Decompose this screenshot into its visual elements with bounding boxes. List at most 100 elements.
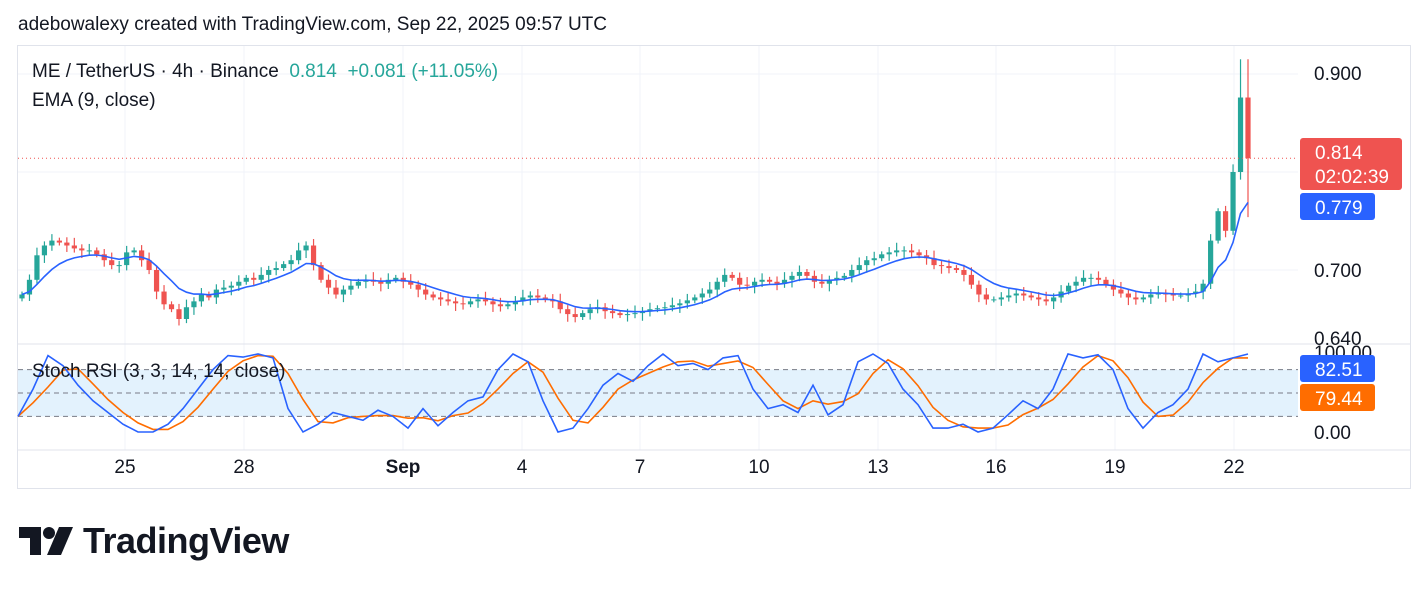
candle-body (527, 295, 533, 298)
candle-body (1170, 294, 1176, 296)
ema-legend[interactable]: EMA (9, close) (32, 90, 156, 111)
candle-body (71, 245, 77, 249)
candle-body (1006, 295, 1012, 298)
candle-body (1200, 283, 1206, 292)
candle-body (938, 265, 945, 267)
candle-body (699, 293, 705, 298)
candle-body (378, 281, 384, 284)
candle-body (1237, 97, 1244, 172)
candle-body (273, 268, 279, 270)
candle-body (826, 279, 832, 284)
candle-body (423, 289, 429, 295)
time-tick-label: 22 (1223, 457, 1244, 478)
time-tick-label: 13 (867, 457, 888, 478)
candle-body (714, 281, 720, 290)
candle-body (849, 270, 855, 276)
time-tick-label: Sep (386, 457, 421, 478)
symbol-name: ME / TetherUS · 4h · Binance (32, 61, 279, 82)
candle-body (707, 289, 713, 294)
candle-body (1095, 277, 1102, 280)
candle-body (759, 279, 765, 282)
stoch-rsi-legend[interactable]: Stoch RSI (3, 3, 14, 14, close) (32, 361, 286, 382)
candle-body (901, 250, 907, 252)
time-tick-label: 28 (233, 457, 254, 478)
candle-body (789, 275, 795, 280)
candle-body (722, 274, 728, 282)
candle-body (856, 265, 862, 270)
candle-body (146, 260, 152, 270)
chart-frame[interactable] (17, 45, 1411, 489)
candle-body (452, 301, 459, 304)
candle-body (206, 294, 212, 298)
candle-body (139, 250, 145, 261)
candle-body (632, 313, 638, 315)
candle-body (318, 265, 324, 280)
time-tick-label: 4 (517, 457, 528, 478)
candle-body (236, 281, 242, 286)
tradingview-logo: TradingView (19, 520, 289, 562)
candle-body (654, 308, 661, 310)
stoch-k-line (17, 352, 1249, 434)
candle-body (976, 284, 982, 295)
candle-body (1036, 297, 1042, 300)
tradingview-logo-icon (19, 527, 73, 555)
candle-body (1140, 297, 1146, 300)
candle-body (475, 299, 481, 302)
stoch-d-tag (1300, 384, 1375, 411)
candle-body (505, 304, 511, 307)
time-tick-label: 25 (114, 457, 135, 478)
candle-body (101, 254, 107, 261)
tradingview-wordmark: TradingView (83, 520, 289, 561)
candle-body (288, 260, 294, 265)
candle-body (445, 299, 451, 302)
candle-body (131, 250, 137, 253)
candle-body (796, 271, 803, 276)
price-tick-label: 0.640 (1314, 329, 1362, 350)
price-tick-label: 0.900 (1314, 64, 1362, 85)
candle-body (968, 274, 975, 285)
candle-body (408, 281, 414, 285)
candle-body (961, 270, 967, 275)
candle-body (1178, 295, 1184, 297)
candle-body (79, 248, 85, 251)
candle-body (946, 266, 952, 269)
candle-body (1043, 299, 1049, 302)
candle-body (908, 250, 915, 253)
candle-body (557, 301, 563, 310)
candle-body (1103, 279, 1109, 285)
candle-body (864, 260, 870, 266)
candle-body (580, 313, 586, 318)
candle-body (871, 258, 877, 261)
candle-body (542, 297, 548, 300)
candle-body (834, 277, 840, 280)
candle-body (662, 307, 668, 309)
candle-body (56, 240, 62, 243)
symbol-legend[interactable]: ME / TetherUS · 4h · Binance 0.814 +0.08… (32, 61, 498, 83)
candle-body (737, 277, 743, 285)
time-tick-label: 19 (1104, 457, 1125, 478)
candle-body (677, 303, 683, 306)
candle-body (998, 297, 1004, 300)
candle-body (1088, 277, 1094, 279)
candle-body (1193, 291, 1199, 294)
candle-body (991, 299, 997, 301)
candle-body (168, 304, 175, 310)
candle-body (766, 279, 773, 282)
candle-body (1110, 284, 1117, 290)
last-price-legend: 0.814 (289, 61, 337, 82)
countdown-value: 02:02:39 (1315, 167, 1389, 188)
candle-body (669, 305, 675, 308)
candle-body (1230, 172, 1236, 231)
candle-body (692, 297, 698, 301)
candle-body (752, 281, 758, 286)
candle-body (153, 270, 160, 292)
candle-body (535, 295, 541, 298)
stoch-k-value: 82.51 (1315, 360, 1363, 381)
candle-body (1065, 285, 1072, 292)
candle-body (325, 279, 332, 288)
time-tick-label: 10 (748, 457, 769, 478)
ema-line (21, 201, 1249, 313)
candle-body (1208, 240, 1214, 284)
price-change: +0.081 (+11.05%) (347, 61, 499, 82)
